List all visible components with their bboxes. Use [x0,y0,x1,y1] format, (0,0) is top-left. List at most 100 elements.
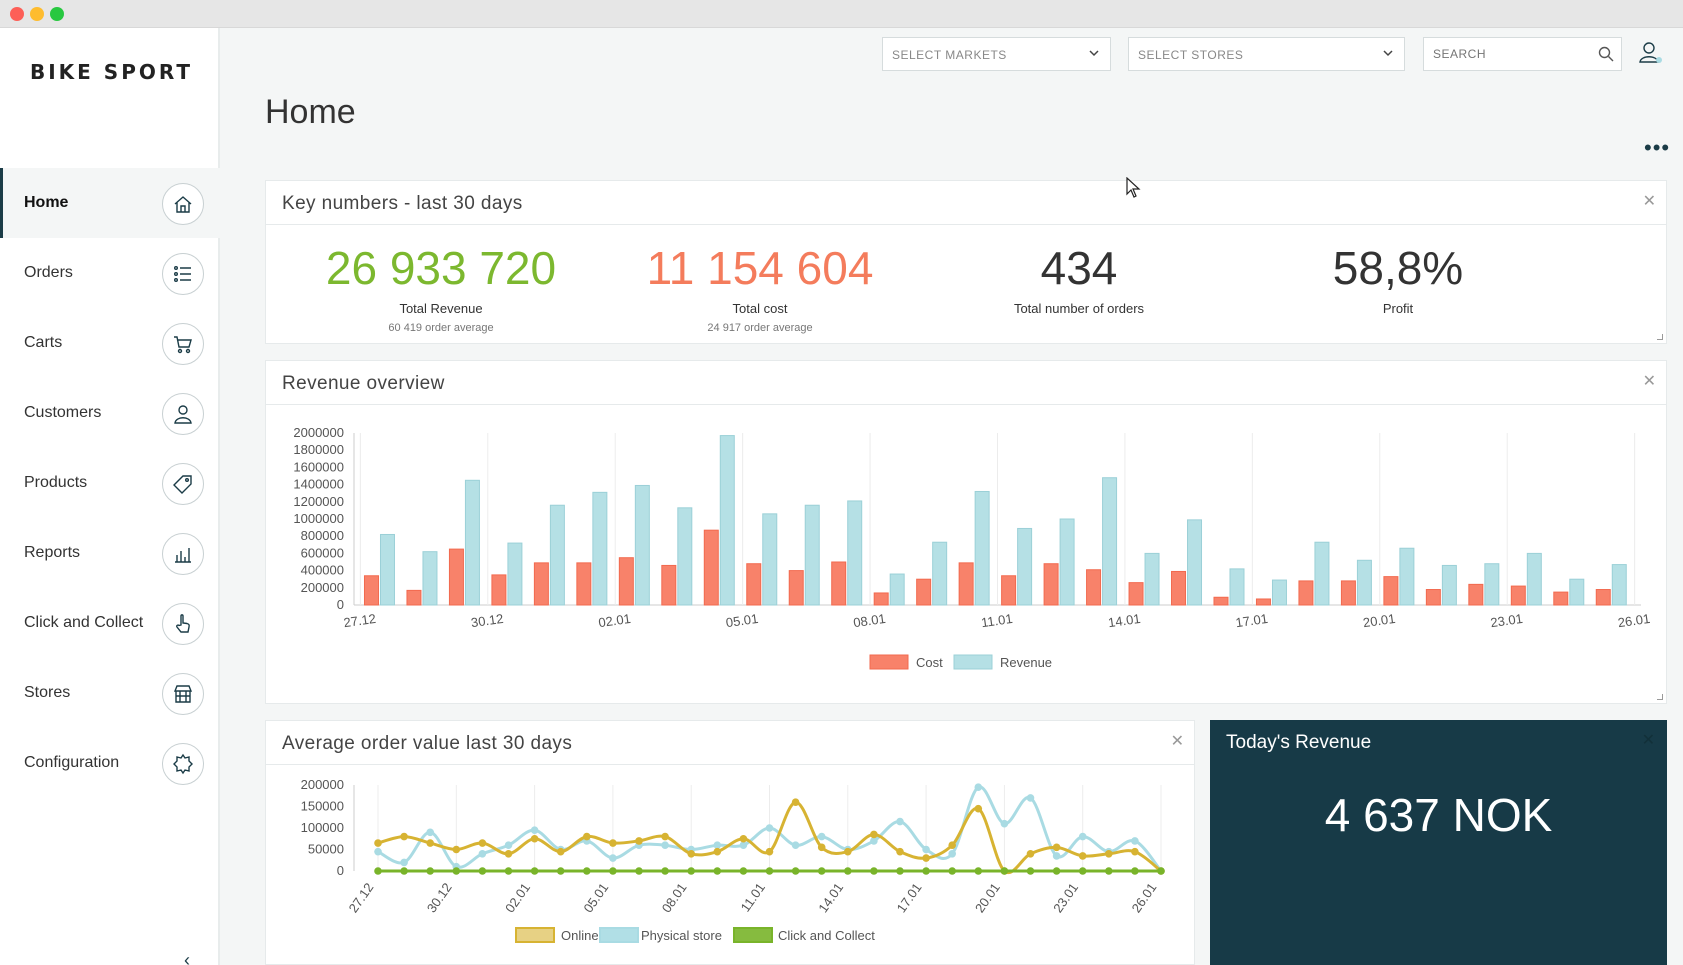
data-point [739,834,748,843]
data-point [530,826,539,834]
data-point [556,867,565,875]
data-point [478,850,487,858]
y-tick-label: 800000 [301,528,344,543]
close-icon[interactable]: ✕ [1170,733,1184,750]
revenue-bar [1611,564,1627,606]
x-tick-label: 14.01 [815,880,846,915]
sidebar-item-label: Products [24,474,88,491]
select-markets-dropdown[interactable]: SELECT MARKETS [882,37,1111,71]
kpi-total-revenue: 26 933 720 Total Revenue 60 419 order aver… [271,243,611,334]
close-window-button[interactable] [10,7,24,21]
revenue-bar [464,479,480,606]
cost-bar [1553,591,1569,606]
top-header: SELECT MARKETS SELECT STORES [222,28,1683,168]
close-icon[interactable]: ✕ [1641,732,1655,749]
cost-bar [1213,596,1229,606]
cost-bar [1383,576,1399,606]
y-tick-label: 1200000 [293,494,344,509]
resize-handle[interactable] [1657,694,1663,700]
more-options-icon[interactable]: ••• [1644,135,1671,160]
bar-chart-icon [162,533,204,575]
maximize-window-button[interactable] [50,7,64,21]
revenue-bar-chart: 0 200000 400000 600000 800000 1000000 1200000 1… [293,425,1651,670]
data-point [478,839,487,847]
revenue-bar [1484,563,1500,606]
data-point [1026,867,1035,875]
collapse-sidebar-icon[interactable]: ‹ [184,950,190,965]
revenue-bar [1569,578,1585,606]
data-point [426,839,434,847]
select-stores-dropdown[interactable]: SELECT STORES [1128,37,1405,71]
sidebar-item-label: Reports [24,544,81,561]
sidebar-item-orders[interactable]: Orders [0,238,220,308]
sidebar-item-home[interactable]: Home [0,168,220,238]
search-input[interactable] [1423,37,1622,71]
kpi-profit: 58,8% Profit [1228,243,1568,316]
data-point [922,845,930,854]
kpi-label: Total cost [732,301,788,316]
search-icon[interactable] [1598,46,1614,62]
revenue-bar [762,513,778,606]
revenue-bar [422,551,438,606]
data-point [1052,843,1061,852]
sidebar-item-carts[interactable]: Carts [0,308,220,378]
sidebar-item-customers[interactable]: Customers [0,378,220,448]
x-tick-label: 14.01 [1107,611,1141,630]
resize-handle[interactable] [1657,334,1663,340]
data-point [713,841,722,849]
data-point [974,804,983,813]
close-icon[interactable]: ✕ [1642,193,1656,210]
data-point [583,832,591,841]
sidebar-item-configuration[interactable]: Configuration [0,728,220,798]
legend-swatch-revenue [953,654,993,670]
revenue-bar [1271,579,1287,606]
sidebar-item-products[interactable]: Products [0,448,220,518]
x-tick-label: 05.01 [725,611,759,630]
data-point [504,841,513,849]
data-point [583,867,591,875]
data-point [1131,867,1139,875]
sidebar-item-stores[interactable]: Stores [0,658,220,728]
data-point [922,867,930,875]
data-point [817,867,826,875]
cost-bar [1340,580,1356,606]
data-point [504,867,513,875]
sidebar-item-label: Configuration [24,754,120,771]
revenue-bar [1102,477,1118,606]
sidebar-item-click-and-collect[interactable]: Click and Collect [0,588,220,658]
data-point [1105,867,1113,875]
data-point [1052,867,1061,875]
revenue-bar [719,435,735,606]
x-tick-label: 27.12 [343,611,377,630]
x-tick-label: 27.12 [346,880,377,915]
user-account-icon[interactable] [1638,40,1664,66]
app-logo: BIKE SPORT [30,60,194,84]
kpi-value: 11 154 604 [646,242,874,294]
chart-legend: Online Physical store Click and Collect [515,927,875,943]
data-point [1078,852,1087,860]
cost-bar [1043,563,1059,606]
close-icon[interactable]: ✕ [1642,373,1656,390]
cost-bar [1595,589,1611,606]
cost-bar [618,557,634,606]
data-point [687,850,695,858]
minimize-window-button[interactable] [30,7,44,21]
revenue-bar [549,504,565,606]
x-tick-label: 08.01 [852,611,886,630]
data-point [870,830,878,839]
sidebar-item-reports[interactable]: Reports [0,518,220,588]
x-tick-label: 23.01 [1489,611,1523,630]
x-tick-label: 08.01 [659,880,690,915]
cost-bar [406,589,422,606]
y-tick-label: 600000 [301,545,344,560]
revenue-bar [634,484,650,606]
y-tick-label: 1600000 [293,459,344,474]
revenue-bar [507,542,523,606]
store-icon [162,673,204,715]
data-point [400,858,408,867]
cost-bar [448,548,464,606]
x-tick-label: 05.01 [580,880,611,915]
data-point [791,798,800,806]
x-tick-label: 17.01 [1235,611,1269,630]
data-point [922,854,930,862]
